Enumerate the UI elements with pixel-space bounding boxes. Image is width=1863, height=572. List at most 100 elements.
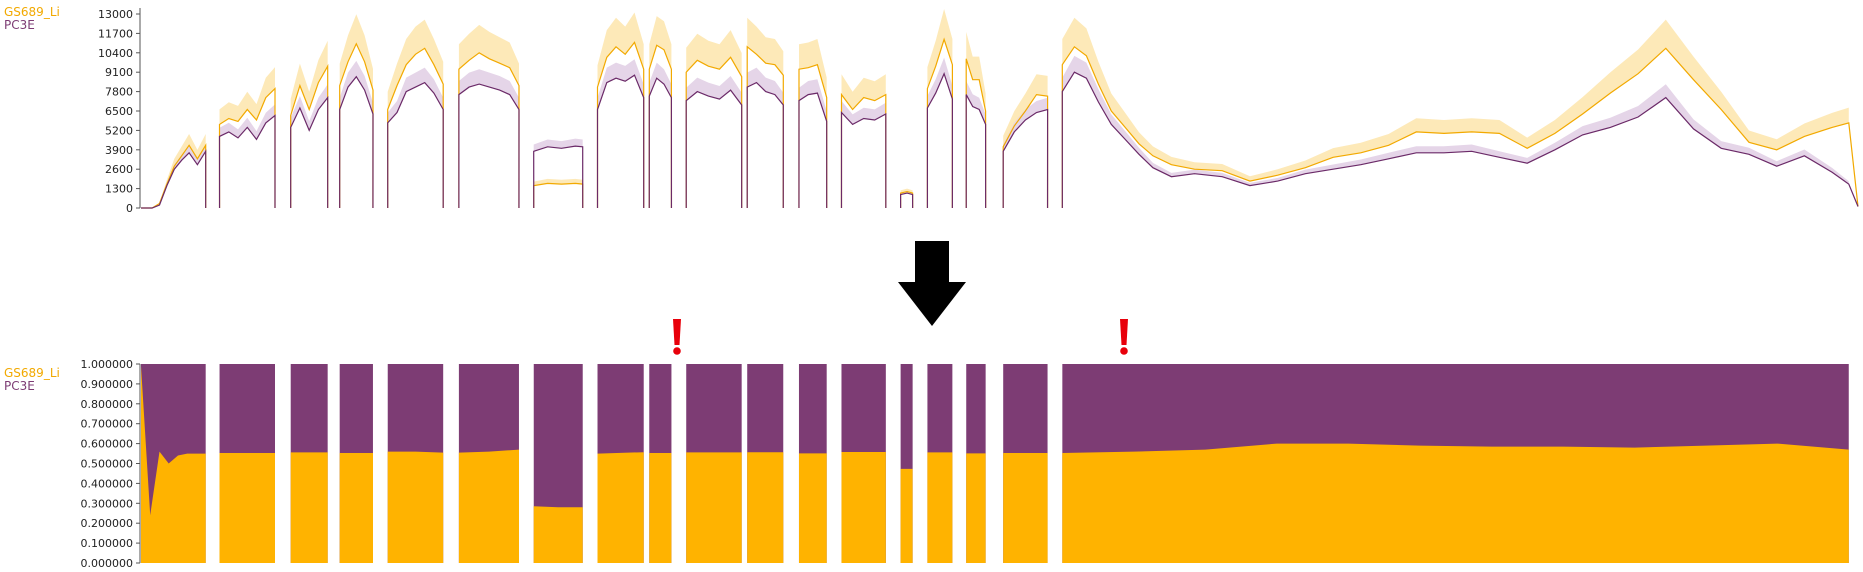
pc3e-line: [458, 83, 520, 209]
gs689-proportion-bar: [219, 453, 275, 563]
exclamation-icon: [1120, 319, 1128, 355]
pc3e-line: [965, 94, 987, 209]
y-tick-label: 0.300000: [81, 497, 134, 510]
pc3e-range-band: [1003, 97, 1048, 152]
gs689-range-band: [799, 39, 827, 98]
y-tick-label: 13000: [98, 8, 133, 21]
y-tick-label: 7800: [105, 86, 133, 99]
gs689-range-band: [1062, 17, 1849, 182]
gs689-proportion-bar: [927, 452, 953, 563]
gs689-line: [685, 56, 743, 209]
bottom-y-ticks: 0.000000 0.100000 0.200000 0.300000 0.400000…: [81, 358, 140, 570]
coverage-line-chart: 0 1300 2600 3900 5200 6500 7800 9100 10400 11700 1…: [98, 8, 1859, 215]
pc3e-range-band: [747, 67, 784, 105]
gs689-proportion-bar: [141, 366, 206, 563]
gs689-proportion-bar: [597, 452, 644, 563]
pc3e-line: [339, 75, 374, 209]
y-tick-label: 11700: [98, 27, 133, 40]
gs689-proportion-bar: [339, 453, 373, 563]
gs689-proportion-bar: [387, 451, 444, 563]
gs689-proportion-bar: [900, 468, 913, 563]
pc3e-range-band: [290, 84, 328, 131]
y-tick-label: 1.000000: [81, 358, 134, 371]
pc3e-line: [798, 92, 828, 209]
y-tick-label: 0.100000: [81, 537, 134, 550]
gs689-proportion-bar: [747, 452, 784, 563]
pc3e-range-band: [966, 81, 986, 125]
gs689-line: [1002, 93, 1049, 209]
pc3e-line: [141, 149, 207, 209]
y-tick-label: 0.000000: [81, 557, 134, 570]
gs689-range-band: [649, 16, 672, 70]
pc3e-range-band: [799, 79, 827, 122]
pc3e-line: [290, 95, 329, 209]
gs689-line: [218, 87, 276, 209]
pc3e-line: [1002, 108, 1049, 209]
gs689-line: [339, 42, 374, 209]
y-tick-label: 2600: [105, 163, 133, 176]
pc3e-line: [840, 110, 887, 209]
y-tick-label: 3900: [105, 144, 133, 157]
pc3e-range-band: [458, 69, 519, 110]
gs689-line: [596, 41, 645, 209]
gs689-proportion-bar: [966, 453, 986, 563]
y-tick-label: 0.400000: [81, 477, 134, 490]
gs689-range-band: [387, 19, 444, 110]
pc3e-range-band: [686, 76, 742, 105]
legend-series-gs689: GS689_Li: [4, 5, 60, 19]
pc3e-range-band: [387, 67, 444, 123]
pc3e-line: [648, 77, 673, 209]
gs689-line: [1061, 45, 1859, 209]
y-tick-label: 10400: [98, 47, 133, 60]
pc3e-line: [746, 81, 784, 209]
pc3e-range-band: [1062, 55, 1849, 186]
y-tick-label: 0.900000: [81, 378, 134, 391]
y-tick-label: 0.500000: [81, 458, 134, 471]
gs689-line: [141, 143, 207, 209]
pc3e-line: [899, 192, 914, 209]
gs689-proportion-bar: [799, 453, 827, 563]
gs689-line: [648, 44, 673, 209]
gs689-line: [533, 182, 584, 209]
y-tick-label: 6500: [105, 105, 133, 118]
y-tick-label: 0.600000: [81, 438, 134, 451]
gs689-line: [387, 47, 444, 209]
proportion-bar-chart: 0.000000 0.100000 0.200000 0.300000 0.400000…: [81, 358, 1849, 570]
gs689-proportion-bar: [649, 453, 672, 563]
gs689-line: [798, 63, 828, 209]
gs689-line: [840, 92, 887, 209]
y-tick-label: 1300: [105, 183, 133, 196]
gs689-range-band: [966, 31, 986, 111]
y-tick-label: 0.800000: [81, 398, 134, 411]
pc3e-line: [1061, 71, 1859, 209]
gs689-line: [746, 45, 784, 209]
top-y-ticks: 0 1300 2600 3900 5200 6500 7800 9100 10400 11700 1…: [98, 8, 140, 215]
gs689-line: [458, 52, 520, 209]
gs689-range-band: [747, 17, 784, 76]
pc3e-range-band: [649, 62, 672, 98]
gs689-range-band: [841, 74, 886, 110]
pc3e-line: [533, 145, 584, 209]
gs689-range-band: [686, 30, 742, 77]
exclamation-icon: [673, 319, 681, 355]
top-legend: GS689_Li PC3E: [4, 6, 60, 32]
gs689-range-band: [339, 14, 373, 91]
bottom-legend: GS689_Li PC3E: [4, 367, 60, 393]
gs689-proportion-bar: [290, 452, 328, 563]
pc3e-line: [926, 72, 954, 209]
y-tick-label: 0.700000: [81, 418, 134, 431]
legend-series-pc3e: PC3E: [4, 379, 35, 393]
gs689-proportion-bar: [458, 449, 519, 563]
gs689-proportion-bar: [533, 506, 583, 563]
gs689-line: [290, 63, 329, 209]
pc3e-range-band: [841, 101, 886, 125]
pc3e-range-band: [597, 59, 644, 110]
gs689-proportion-bar: [686, 452, 742, 563]
gs689-range-band: [219, 67, 275, 125]
pc3e-line: [685, 89, 743, 209]
y-tick-label: 5200: [105, 124, 133, 137]
legend-series-pc3e: PC3E: [4, 18, 35, 32]
gs689-proportion-bar: [841, 452, 886, 563]
gs689-proportion-bar: [1062, 443, 1849, 563]
